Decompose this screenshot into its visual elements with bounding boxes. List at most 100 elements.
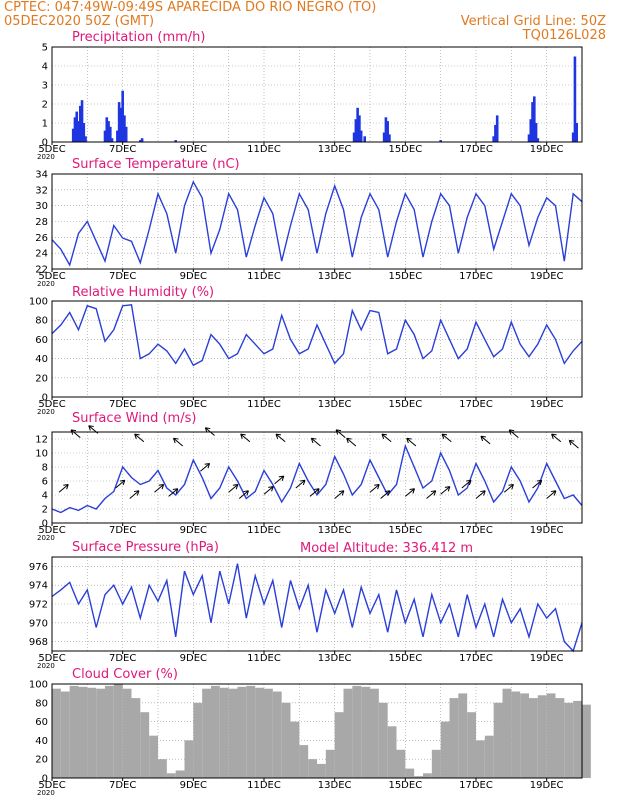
year-label: 2020: [37, 534, 55, 542]
cloud-cover-bar: [149, 735, 158, 778]
precip-bar: [352, 132, 356, 142]
x-tick-label: 11DEC: [247, 271, 281, 282]
wind-arrow-shaft: [275, 433, 286, 443]
precip-bar: [139, 140, 142, 142]
y-tick-label: 40: [35, 736, 48, 747]
wind-arrow-head: [275, 433, 282, 439]
wind-arrow-head: [374, 483, 380, 490]
cloud-cover-bar: [96, 688, 105, 778]
wind-arrow-shaft: [134, 433, 145, 443]
precip-bar: [82, 123, 86, 142]
precip-bar: [388, 134, 391, 142]
wind-arrow-head: [268, 486, 274, 492]
precip-bar: [71, 128, 75, 142]
cloud-cover-bar: [484, 735, 494, 778]
wind-arrow-shaft: [440, 486, 451, 495]
header-run-time: 05DEC2020 50Z (GMT): [4, 14, 154, 29]
wind-arrow-shaft: [263, 486, 274, 495]
x-tick-label: 19DEC: [530, 653, 564, 664]
cloud-cover-bar: [405, 768, 415, 778]
x-tick-label: 17DEC: [459, 525, 493, 536]
y-tick-label: 968: [29, 637, 48, 648]
y-tick-label: 0: [42, 519, 48, 530]
x-tick-label: 11DEC: [247, 780, 281, 791]
cloud-cover-bar: [255, 687, 264, 778]
x-tick-label: 17DEC: [459, 780, 493, 791]
cloud-cover-bar: [264, 688, 273, 778]
wind-arrow-shaft: [480, 435, 491, 445]
x-tick-label: 19DEC: [530, 399, 564, 410]
cloud-cover-bar: [113, 684, 123, 778]
y-tick-label: 26: [35, 233, 48, 244]
cloud-cover-bar: [582, 704, 591, 778]
precip-bar: [117, 102, 121, 142]
cloud-cover-bar: [299, 745, 309, 778]
wind-arrow-shaft: [173, 437, 184, 447]
panel-2: 0 20 40 60 80 100 5DEC 7DEC 9DEC 11DEC 13DEC 15DEC 1…: [29, 285, 583, 416]
wind-arrow-shaft: [475, 490, 486, 499]
wind-arrow-head: [384, 490, 391, 496]
y-tick-label: 2: [42, 505, 48, 516]
panel-title: Cloud Cover (%): [72, 667, 178, 682]
precip-bar: [386, 121, 389, 142]
panel-frame: [51, 683, 583, 779]
wind-arrow-head: [381, 433, 388, 439]
wind-arrow-shaft: [532, 479, 543, 489]
y-tick-label: 24: [35, 249, 48, 260]
y-tick-label: 10: [35, 449, 48, 460]
cloud-cover-bar: [131, 698, 141, 778]
precip-bar: [73, 117, 77, 142]
wind-arrow-shaft: [240, 433, 251, 443]
x-tick-label: 15DEC: [388, 399, 422, 410]
precip-bar: [575, 123, 578, 142]
precip-bar: [527, 134, 531, 142]
wind-arrow-shaft: [461, 479, 472, 489]
y-tick-label: 0: [42, 393, 48, 404]
x-tick-label: 5DEC: [38, 780, 65, 791]
y-tick-label: 32: [35, 185, 48, 196]
wind-arrow-shaft: [441, 433, 452, 443]
x-tick-label: 17DEC: [459, 399, 493, 410]
panel-title: Surface Pressure (hPa): [72, 540, 219, 555]
wind-arrow-head: [243, 490, 249, 496]
wind-arrow-head: [536, 479, 543, 486]
wind-arrow-head: [278, 475, 285, 481]
cloud-cover-bar: [184, 740, 194, 778]
cloud-cover-bar: [396, 749, 406, 778]
x-tick-label: 15DEC: [388, 653, 422, 664]
cloud-cover-bar: [370, 688, 379, 778]
precip-bar: [571, 132, 575, 142]
cloud-cover-bar: [140, 712, 150, 778]
wind-arrow-head: [444, 486, 451, 492]
wind-arrow-shaft: [274, 475, 285, 485]
cloud-cover-bar: [493, 702, 503, 778]
y-tick-label: 60: [35, 335, 48, 346]
x-tick-label: 5DEC: [38, 399, 65, 410]
cloud-cover-bar: [78, 686, 88, 778]
precip-bar: [109, 126, 112, 142]
x-tick-label: 19DEC: [530, 271, 564, 282]
cloud-cover-bar: [325, 749, 335, 778]
panel-1: 22 24 26 28 30 32 34 5DEC 7DEC 9DEC 11DEC 13DEC 15DE…: [35, 157, 583, 288]
y-tick-label: 80: [35, 698, 48, 709]
precip-bar: [84, 136, 87, 142]
x-tick-label: 9DEC: [180, 271, 207, 282]
cloud-cover-bar: [423, 773, 432, 778]
wind-arrow-head: [232, 483, 239, 490]
y-tick-label: 28: [35, 217, 48, 228]
wind-arrow-head: [480, 490, 486, 496]
y-tick-label: 20: [35, 755, 48, 766]
cloud-cover-bar: [105, 685, 114, 778]
wind-arrow-head: [314, 488, 320, 494]
x-tick-label: 15DEC: [388, 780, 422, 791]
wind-arrow-head: [508, 483, 514, 490]
panel-title: Precipitation (mm/h): [72, 30, 205, 45]
x-tick-label: 7DEC: [109, 653, 136, 664]
cloud-cover-bar: [308, 759, 317, 778]
precip-bar: [529, 119, 533, 142]
wind-arrow-head: [173, 437, 179, 444]
wind-arrow-head: [204, 462, 211, 469]
x-tick-label: 13DEC: [318, 399, 352, 410]
